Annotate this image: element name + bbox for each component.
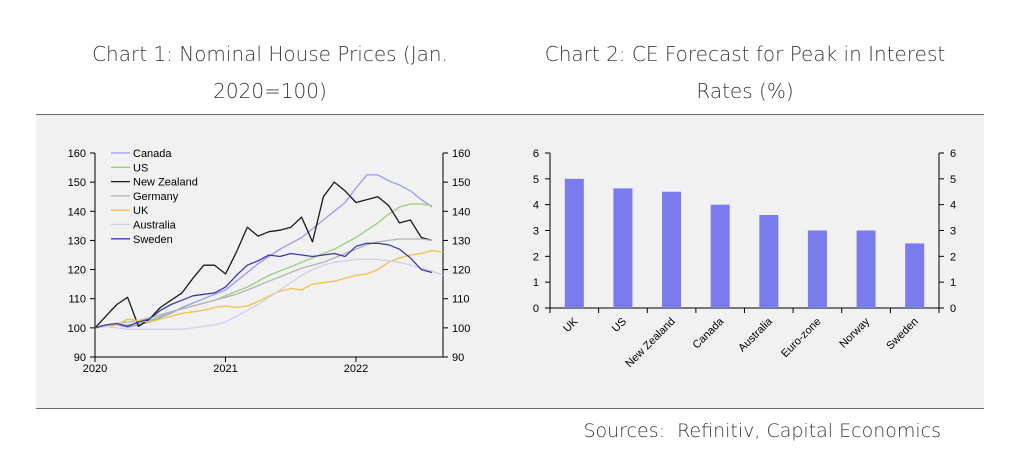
x-tick-label: 2021 (213, 363, 237, 375)
y-tick-label-left: 2 (533, 251, 539, 263)
y-tick-label-left: 1 (533, 277, 539, 289)
category-label: US (610, 316, 629, 335)
category-label: New Zealand (623, 316, 677, 370)
top-divider (36, 114, 984, 115)
legend-label: US (133, 162, 148, 174)
y-tick-label-right: 130 (452, 235, 470, 247)
category-label: Canada (691, 315, 727, 351)
bar-sweden (905, 243, 925, 308)
legend-label: New Zealand (133, 177, 198, 189)
bar-canada (710, 204, 730, 308)
y-tick-label-left: 140 (68, 206, 86, 218)
y-tick-label-right: 160 (452, 148, 470, 160)
source-note: Sources: Refinitiv, Capital Economics (583, 420, 941, 442)
y-tick-label-right: 6 (950, 148, 956, 160)
y-tick-label-left: 150 (68, 177, 86, 189)
y-tick-label-left: 3 (533, 226, 539, 238)
y-tick-label-left: 130 (68, 235, 86, 247)
bar-australia (759, 215, 779, 308)
y-tick-label-right: 0 (950, 303, 956, 315)
bottom-divider (36, 408, 984, 409)
y-tick-label-right: 150 (452, 177, 470, 189)
y-tick-label-left: 110 (68, 294, 86, 306)
series-line-sweden (94, 242, 433, 329)
house-price-line-chart: 90 90 100 100 110 110 120 120 130 130 140 140 150 150… (68, 148, 471, 375)
bar-norway (856, 230, 876, 308)
y-tick-label-left: 120 (68, 265, 86, 277)
legend-label: Sweden (133, 234, 173, 246)
chart-panel: 90 90 100 100 110 110 120 120 130 130 140 140 150 150… (36, 115, 984, 408)
x-tick-label: 2020 (83, 363, 107, 375)
y-tick-label-right: 100 (452, 323, 470, 335)
legend-label: UK (133, 205, 149, 217)
category-label: Norway (837, 315, 872, 350)
y-tick-label-left: 90 (74, 352, 86, 364)
legend-label: Canada (133, 148, 172, 160)
y-tick-label-right: 140 (452, 206, 470, 218)
legend-label: Australia (133, 220, 177, 232)
series-line-australia (94, 258, 444, 330)
category-label: Euro-zone (779, 316, 823, 360)
y-tick-label-right: 2 (950, 251, 956, 263)
bar-euro-zone (807, 230, 827, 308)
bar-new-zealand (662, 191, 682, 308)
y-tick-label-right: 120 (452, 265, 470, 277)
y-tick-label-left: 0 (533, 303, 539, 315)
bar-uk (564, 178, 584, 308)
category-label: Sweden (884, 316, 921, 353)
y-tick-label-right: 110 (452, 294, 470, 306)
series-line-us (94, 203, 433, 329)
y-tick-label-right: 1 (950, 277, 956, 289)
series-line-uk (94, 249, 444, 329)
y-tick-label-left: 160 (68, 148, 86, 160)
y-tick-label-left: 6 (533, 148, 539, 160)
legend-label: Germany (133, 191, 179, 203)
y-tick-label-left: 5 (533, 174, 539, 186)
y-tick-label-right: 3 (950, 226, 956, 238)
y-tick-label-right: 90 (452, 352, 464, 364)
y-tick-label-right: 4 (950, 200, 956, 212)
y-tick-label-right: 5 (950, 174, 956, 186)
y-tick-label-left: 100 (68, 323, 86, 335)
chart1-title: Chart 1: Nominal House Prices (Jan. 2020… (92, 42, 448, 103)
y-tick-label-left: 4 (533, 200, 539, 212)
category-label: Australia (736, 315, 775, 354)
x-tick-label: 2022 (344, 363, 368, 375)
category-label: UK (561, 315, 581, 335)
bar-us (613, 188, 633, 308)
chart2-title: Chart 2: CE Forecast for Peak in Interes… (544, 42, 946, 103)
